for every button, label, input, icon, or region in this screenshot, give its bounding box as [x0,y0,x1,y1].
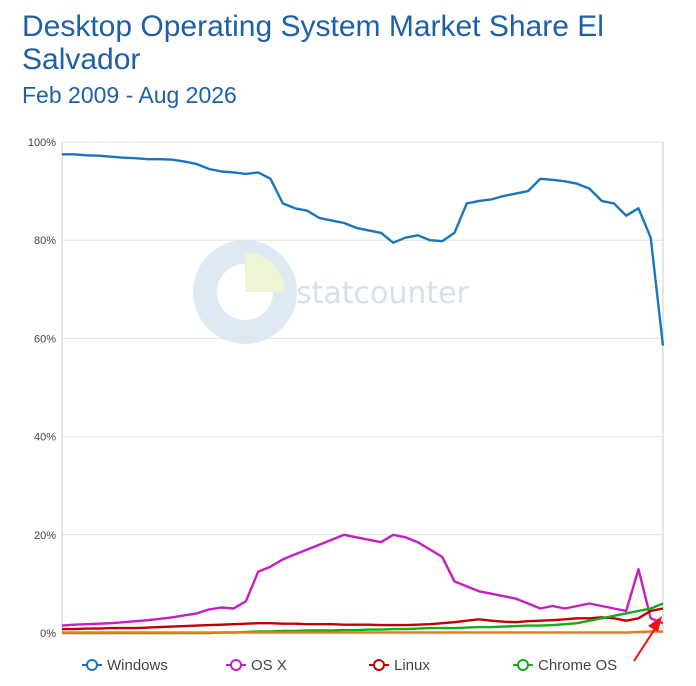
y-tick-label: 40% [34,432,56,444]
annotation-arrow-head [648,616,662,632]
series-line-linux [62,607,664,631]
annotation-arrow-line [633,623,659,662]
legend-marker-linux [373,659,385,671]
annotation-arrow [633,616,662,662]
y-tick-label: 100% [28,137,56,149]
legend-marker-windows [86,659,98,671]
chart-subtitle: Feb 2009 - Aug 2026 [22,82,237,108]
y-tick-label: 20% [34,530,56,542]
watermark-text: statcounter [296,276,470,311]
series-line-windows [62,153,665,346]
watermark-logo-slice [245,252,285,292]
series-line-os-x [61,533,664,627]
y-tick-label: 80% [34,235,56,247]
legend-marker-os-x [230,659,242,671]
legend-label-linux[interactable]: Linux [394,657,430,674]
chart-title: Desktop Operating System Market Share El… [22,10,604,76]
legend-label-windows[interactable]: Windows [107,657,168,674]
y-tick-label: 60% [34,333,56,345]
legend-label-chrome-os[interactable]: Chrome OS [538,657,617,674]
series-line-other-4 [62,630,663,634]
legend-label-os-x[interactable]: OS X [251,657,287,674]
legend-marker-chrome-os [517,659,529,671]
y-tick-label: 0% [40,628,56,640]
statcounter-watermark: statcounter [193,240,470,344]
